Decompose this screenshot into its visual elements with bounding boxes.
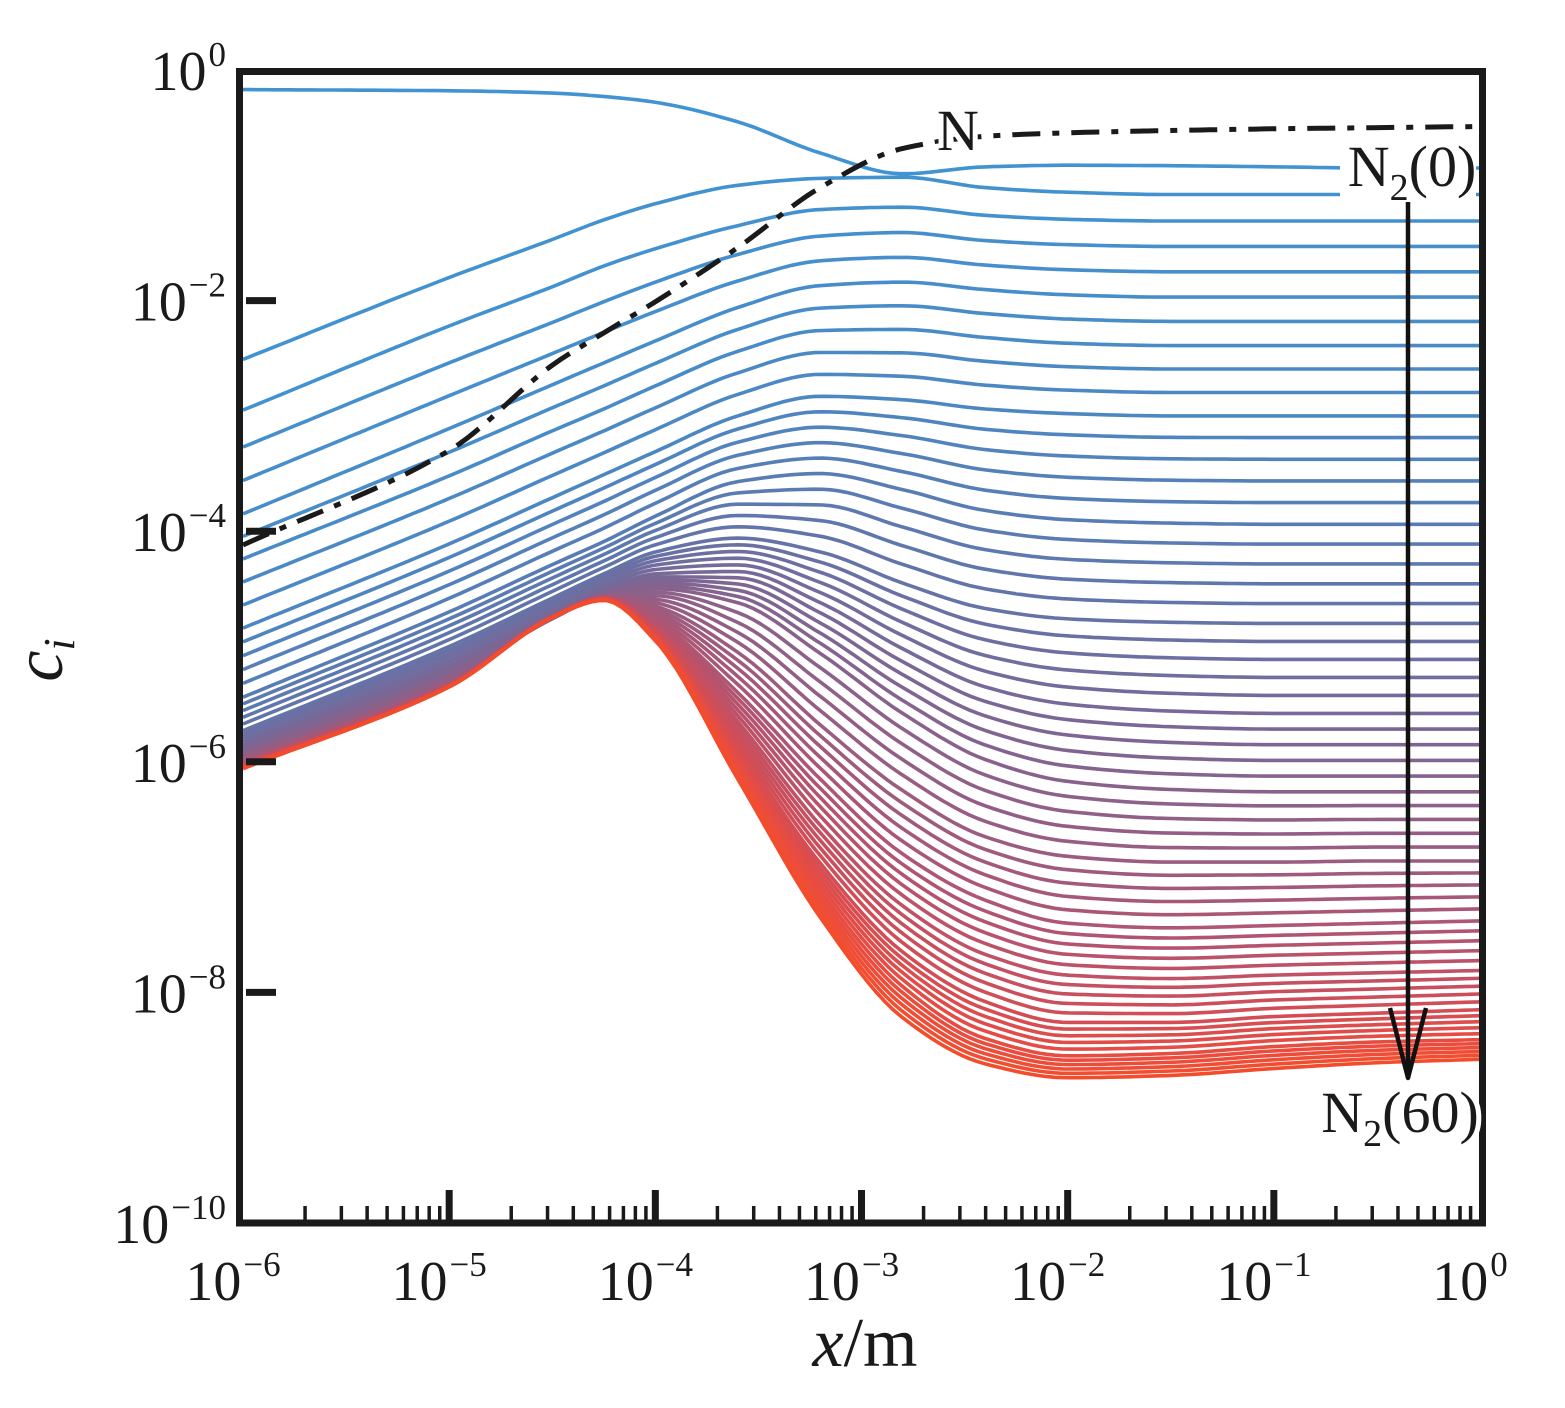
y-tick-label: 10−4	[131, 496, 226, 564]
tick-labels: 10−6 10−5 10−4 10−3 10−2 10−1 100 100 10−2 10−4 10…	[113, 35, 1508, 1313]
x-tick-label: 10−6	[185, 1245, 280, 1313]
n2-level-curve-v11	[242, 409, 1480, 644]
y-tick-label: 100	[151, 35, 227, 103]
annotation-n: N	[937, 98, 979, 163]
annotation-n2-0-base: N	[1348, 134, 1390, 199]
x-axis-unit: m	[863, 1305, 917, 1382]
n2-level-curve-v20	[242, 536, 1480, 733]
annotation-n2-0: N2(0)	[1348, 134, 1477, 209]
n2-level-curve-v3	[242, 230, 1480, 449]
annotation-n2-60-base: N	[1321, 1080, 1363, 1145]
y-tick-label: 10−2	[131, 266, 226, 334]
n2-level-curve-v19	[242, 524, 1480, 726]
x-axis-var: x	[812, 1305, 844, 1382]
n2-level-curve-v15	[242, 471, 1480, 699]
n2-level-curve-v10	[242, 394, 1480, 630]
y-axis-title: ci	[1, 638, 84, 681]
n2-level-curve-v17	[242, 502, 1480, 713]
n2-level-curve-v21	[242, 542, 1480, 736]
curve-family	[242, 87, 1481, 1080]
x-tick-label: 10−2	[1010, 1245, 1105, 1313]
x-tick-label: 10−4	[598, 1245, 693, 1313]
n2-level-curve-v18	[242, 513, 1480, 719]
n2-level-curve-v23	[242, 556, 1480, 741]
x-tick-label: 100	[1432, 1245, 1508, 1313]
annotation-n2-60-sub: 2	[1363, 1113, 1382, 1155]
n2-arrow	[1387, 202, 1429, 1081]
n2-level-curve-v1	[242, 175, 1480, 362]
y-tick-label: 10−6	[131, 727, 226, 795]
n2-level-curve-v26	[242, 575, 1480, 748]
n-atom-curve	[241, 124, 1481, 548]
x-axis-title: x/m	[812, 1305, 918, 1382]
n2-level-curve-v0	[243, 87, 1480, 176]
n2-level-curve-v14	[242, 456, 1480, 686]
n2-level-curve-v28	[242, 581, 1480, 763]
annotation-n2-0-sub: 2	[1390, 167, 1409, 209]
n2-level-curve-v13	[242, 440, 1480, 672]
n2-level-curve-v60	[242, 598, 1481, 1080]
annotation-n2-60-arg: (60)	[1382, 1080, 1479, 1145]
n2-level-curve-v29	[242, 584, 1480, 778]
n2-level-curve-v7	[242, 327, 1480, 561]
n2-level-curve-v2	[242, 205, 1480, 412]
n-atom-curve-group	[241, 124, 1481, 548]
n2-arrow-head	[1387, 1007, 1429, 1081]
y-axis-var: c	[1, 651, 78, 682]
n2-level-curve-v8	[242, 350, 1480, 584]
x-axis-sep: /	[844, 1305, 864, 1382]
x-tick-label: 10−1	[1216, 1245, 1311, 1313]
n2-level-curve-v24	[242, 563, 1480, 744]
y-axis-sub: i	[35, 638, 84, 650]
n2-level-curve-v9	[242, 372, 1480, 607]
annotation-n2-0-arg: (0)	[1409, 134, 1477, 199]
annotation-n2-60: N2(60)	[1321, 1080, 1479, 1155]
x-tick-label: 10−5	[392, 1245, 487, 1313]
axes	[236, 68, 1486, 1227]
n2-level-curve-v22	[242, 549, 1480, 738]
n2-level-curve-v16	[242, 487, 1480, 706]
n2-level-curve-v5	[242, 280, 1480, 516]
n2-level-curve-v4	[242, 255, 1480, 483]
y-tick-label: 10−8	[131, 957, 226, 1025]
plot-frame	[236, 68, 1486, 1227]
annotation-n-text: N	[937, 98, 979, 163]
label-halo	[1340, 134, 1476, 204]
n2-level-curve-v27	[242, 578, 1480, 750]
n2-level-curve-v6	[242, 304, 1480, 539]
n2-level-curve-v25	[242, 569, 1480, 747]
x-tick-label: 10−3	[804, 1245, 899, 1313]
y-tick-label: 10−10	[113, 1188, 226, 1256]
n2-level-curve-v12	[242, 425, 1480, 658]
